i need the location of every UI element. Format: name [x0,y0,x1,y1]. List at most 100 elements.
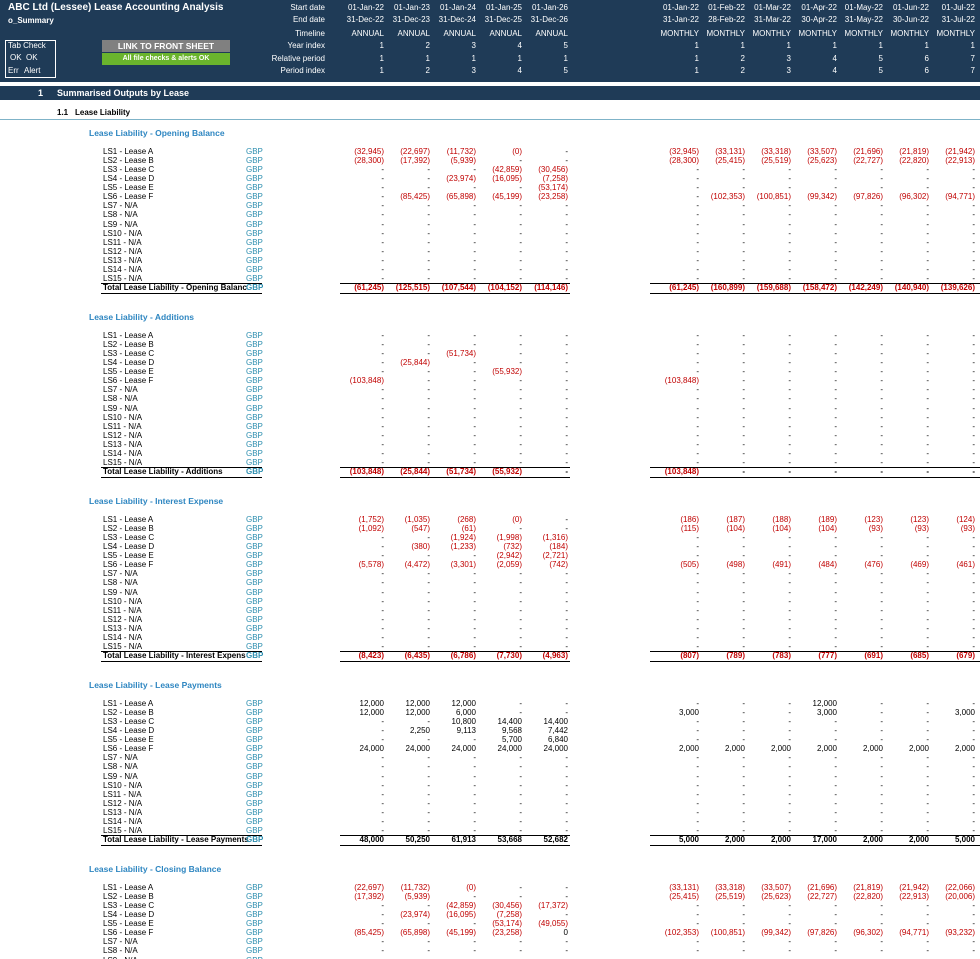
cell-value: - [473,457,476,467]
total-value: (61,245) [354,283,384,293]
timeline-value: 3 [471,66,476,75]
cell-value: - [381,457,384,467]
cell-value: - [880,273,883,283]
row-label: LS14 - N/A [103,264,143,274]
link-button[interactable]: LINK TO FRONT SHEET [117,41,215,51]
cell-value: - [880,587,883,597]
cell-value: - [565,448,568,458]
row-label: LS2 - Lease B [103,708,154,718]
cell-value: - [972,331,975,340]
cell-value: (21,696) [807,883,837,892]
timeline-value: 01-Jan-22 [347,3,384,12]
cell-value: - [519,331,522,340]
cell-value: 7,442 [547,726,568,736]
cell-value: - [742,542,745,552]
cell-value: (16,095) [492,174,522,184]
cell-value: - [880,421,883,431]
cell-value: - [427,946,430,956]
row-label: LS2 - Lease B [103,524,154,534]
timeline-value: 1 [563,54,568,63]
cell-value: - [427,174,430,184]
unit: GBP [246,551,263,561]
cell-value: (2,942) [496,551,522,561]
total-value: (104,152) [487,283,522,293]
cell-value: - [427,569,430,579]
row-label: LS3 - Lease C [103,717,155,727]
cell-value: - [565,358,568,368]
cell-value: - [427,421,430,431]
cell-value: (21,942) [899,883,929,892]
cell-value: - [926,246,929,256]
total-value: (142,249) [848,283,883,293]
row-label: LS14 - N/A [103,448,143,458]
cell-value: - [473,165,476,175]
unit: GBP [246,349,263,359]
status-label: All file checks & alerts OK [122,55,210,62]
cell-value: - [926,623,929,633]
cell-value: - [926,430,929,440]
total-value: (103,848) [349,467,384,477]
timeline-value: 01-Apr-22 [801,3,837,12]
cell-value: - [427,340,430,350]
cell-value: (25,415) [669,892,699,902]
cell-value: - [972,569,975,579]
cell-value: - [926,596,929,606]
timeline-value: 31-Dec-26 [530,15,568,24]
cell-value: - [519,210,522,220]
cell-value: - [926,210,929,220]
cell-value: - [742,956,745,959]
cell-value: - [427,919,430,929]
cell-value: - [381,807,384,817]
unit: GBP [246,762,263,772]
row-label: LS8 - N/A [103,578,138,588]
cell-value: - [834,412,837,422]
cell-value: - [473,246,476,256]
cell-value: - [473,623,476,633]
timeline-value: 1 [379,66,384,75]
cell-value: - [565,210,568,220]
cell-value: - [834,421,837,431]
cell-value: - [473,605,476,615]
cell-value: - [880,623,883,633]
cell-value: - [880,708,883,718]
cell-value: - [880,699,883,708]
cell-value: (104) [818,524,837,534]
cell-value: - [926,956,929,959]
cell-value: (93) [868,524,883,534]
cell-value: - [742,919,745,929]
unit: GBP [246,632,263,642]
cell-value: - [834,246,837,256]
cell-value: - [972,753,975,763]
cell-value: - [742,331,745,340]
unit: GBP [246,892,263,902]
cell-value: - [427,641,430,651]
cell-value: - [565,699,568,708]
cell-value: - [788,816,791,826]
cell-value: 24,000 [543,744,568,754]
cell-value: - [519,605,522,615]
cell-value: 12,000 [359,699,384,708]
cell-value: - [696,726,699,736]
total-rule [340,651,570,653]
cell-value: - [788,919,791,929]
cell-value: - [742,358,745,368]
cell-value: - [880,901,883,911]
cell-value: 6,840 [547,735,568,745]
cell-value: (104) [726,524,745,534]
cell-value: - [834,165,837,175]
cell-value: - [565,255,568,265]
cell-value: - [381,448,384,458]
link-button-bg[interactable] [102,40,230,52]
row-label: LS4 - Lease D [103,174,155,184]
cell-value: - [926,901,929,911]
cell-value: - [880,641,883,651]
total-rule [340,477,570,479]
cell-value: - [834,340,837,350]
cell-value: - [381,578,384,588]
cell-value: - [742,376,745,386]
total-value: 2,000 [862,835,883,845]
cell-value: (0) [466,883,476,892]
cell-value: - [742,533,745,543]
cell-value: 2,000 [862,744,883,754]
timeline-value: MONTHLY [752,29,791,38]
